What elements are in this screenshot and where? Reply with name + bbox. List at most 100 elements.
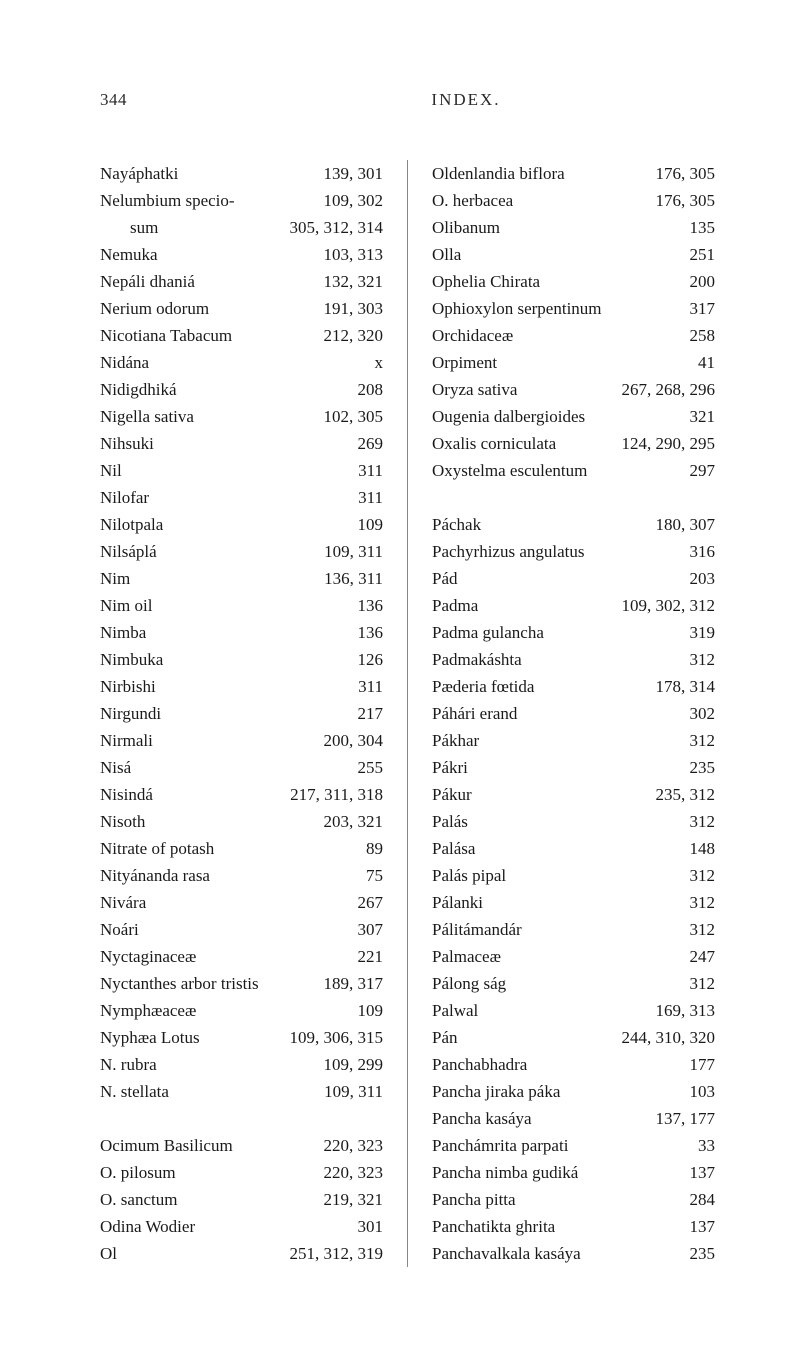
index-entry: Oxalis corniculata124, 290, 295 <box>432 430 715 457</box>
entry-pages: 312 <box>690 646 716 673</box>
entry-name: Nilofar <box>100 484 149 511</box>
entry-name: Nirmali <box>100 727 153 754</box>
index-entry: Nelumbium specio-109, 302 <box>100 187 383 214</box>
entry-name: Ol <box>100 1240 117 1267</box>
entry-name: Nelumbium specio- <box>100 187 235 214</box>
entry-name: Odina Wodier <box>100 1213 195 1240</box>
entry-pages: 312 <box>690 862 716 889</box>
entry-pages: 317 <box>690 295 716 322</box>
page-header: 344 INDEX. <box>100 90 715 110</box>
entry-name: Pákur <box>432 781 472 808</box>
entry-name: Ophioxylon serpentinum <box>432 295 602 322</box>
entry-name: Palása <box>432 835 475 862</box>
entry-name: Orpiment <box>432 349 497 376</box>
entry-name: N. rubra <box>100 1051 157 1078</box>
entry-name: Nisindá <box>100 781 153 808</box>
index-entry: Palwal169, 313 <box>432 997 715 1024</box>
entry-name: Nisoth <box>100 808 145 835</box>
entry-pages: 321 <box>690 403 716 430</box>
entry-pages: 316 <box>690 538 716 565</box>
entry-pages: 217, 311, 318 <box>290 781 383 808</box>
index-entry: Nivára267 <box>100 889 383 916</box>
entry-name: Nimba <box>100 619 146 646</box>
index-entry: Nitrate of potash89 <box>100 835 383 862</box>
index-entry: Pád203 <box>432 565 715 592</box>
index-entry: Nim oil136 <box>100 592 383 619</box>
entry-name: Nicotiana Tabacum <box>100 322 232 349</box>
index-entry: Noári307 <box>100 916 383 943</box>
entry-pages: 311 <box>358 484 383 511</box>
entry-name: Nimbuka <box>100 646 163 673</box>
entry-pages: 109, 311 <box>324 1078 383 1105</box>
index-entry: Pán244, 310, 320 <box>432 1024 715 1051</box>
index-entry: Nemuka103, 313 <box>100 241 383 268</box>
entry-name: Noári <box>100 916 139 943</box>
entry-name: Pálong ság <box>432 970 506 997</box>
entry-name: Oryza sativa <box>432 376 517 403</box>
entry-pages: 311 <box>358 673 383 700</box>
index-entry: Pákri235 <box>432 754 715 781</box>
index-entry: Ophelia Chirata200 <box>432 268 715 295</box>
entry-pages: 137 <box>690 1159 716 1186</box>
index-entry: Oryza sativa267, 268, 296 <box>432 376 715 403</box>
index-entry: Pákhar312 <box>432 727 715 754</box>
entry-name: Nidána <box>100 349 149 376</box>
entry-name: Palmaceæ <box>432 943 501 970</box>
entry-pages: 255 <box>358 754 384 781</box>
entry-pages: 176, 305 <box>656 160 716 187</box>
index-entry: Olibanum 135 <box>432 214 715 241</box>
entry-pages: 235, 312 <box>656 781 716 808</box>
column-divider <box>407 160 408 1267</box>
entry-name: Nirbishi <box>100 673 156 700</box>
entry-name: Palás pipal <box>432 862 506 889</box>
entry-name: Ophelia Chirata <box>432 268 540 295</box>
entry-name: Nil <box>100 457 122 484</box>
entry-name: Pachyrhizus angulatus <box>432 538 585 565</box>
entry-name: Orchidaceæ <box>432 322 513 349</box>
right-column: Oldenlandia biflora176, 305O. herbacea17… <box>432 160 715 1267</box>
index-entry: Nisindá 217, 311, 318 <box>100 781 383 808</box>
index-entry: O. sanctum219, 321 <box>100 1186 383 1213</box>
index-entry: Pálitámandár312 <box>432 916 715 943</box>
index-entry: Oldenlandia biflora176, 305 <box>432 160 715 187</box>
index-entry: Ophioxylon serpentinum 317 <box>432 295 715 322</box>
entry-name: Nilotpala <box>100 511 163 538</box>
index-entry: Odina Wodier301 <box>100 1213 383 1240</box>
entry-name: Palwal <box>432 997 478 1024</box>
index-entry: Orpiment41 <box>432 349 715 376</box>
index-columns: Nayáphatki139, 301Nelumbium specio-109, … <box>100 160 715 1267</box>
entry-name: Olibanum <box>432 214 500 241</box>
entry-pages: 297 <box>690 457 716 484</box>
entry-name: Pancha nimba gudiká <box>432 1159 578 1186</box>
index-entry: Pancha jiraka páka103 <box>432 1078 715 1105</box>
entry-pages: 311 <box>358 457 383 484</box>
entry-pages: 148 <box>690 835 716 862</box>
entry-pages: 284 <box>690 1186 716 1213</box>
index-entry: Nayáphatki139, 301 <box>100 160 383 187</box>
entry-pages: 305, 312, 314 <box>290 214 384 241</box>
entry-pages: 302 <box>690 700 716 727</box>
entry-name: Nilsáplá <box>100 538 157 565</box>
entry-pages: 109, 299 <box>324 1051 384 1078</box>
entry-pages: 136 <box>358 592 384 619</box>
index-entry: Pákur 235, 312 <box>432 781 715 808</box>
entry-name: Pákhar <box>432 727 479 754</box>
index-entry: sum305, 312, 314 <box>100 214 383 241</box>
entry-pages: 189, 317 <box>324 970 384 997</box>
index-entry: Ougenia dalbergioides321 <box>432 403 715 430</box>
index-entry: Nilofar 311 <box>100 484 383 511</box>
entry-name: Pálitámandár <box>432 916 522 943</box>
entry-name: Nirgundi <box>100 700 161 727</box>
entry-name: Panchavalkala kasáya <box>432 1240 581 1267</box>
index-entry: Panchatikta ghrita137 <box>432 1213 715 1240</box>
index-entry: Páchak180, 307 <box>432 511 715 538</box>
entry-name: Pæderia fœtida <box>432 673 534 700</box>
entry-spacer <box>100 1105 383 1132</box>
index-entry: N. rubra 109, 299 <box>100 1051 383 1078</box>
entry-pages: 109 <box>358 997 384 1024</box>
index-entry: Nilotpala109 <box>100 511 383 538</box>
entry-name: Nidigdhiká <box>100 376 177 403</box>
index-entry: Nyctaginaceæ221 <box>100 943 383 970</box>
entry-pages: 203 <box>690 565 716 592</box>
entry-pages: 135 <box>690 214 716 241</box>
